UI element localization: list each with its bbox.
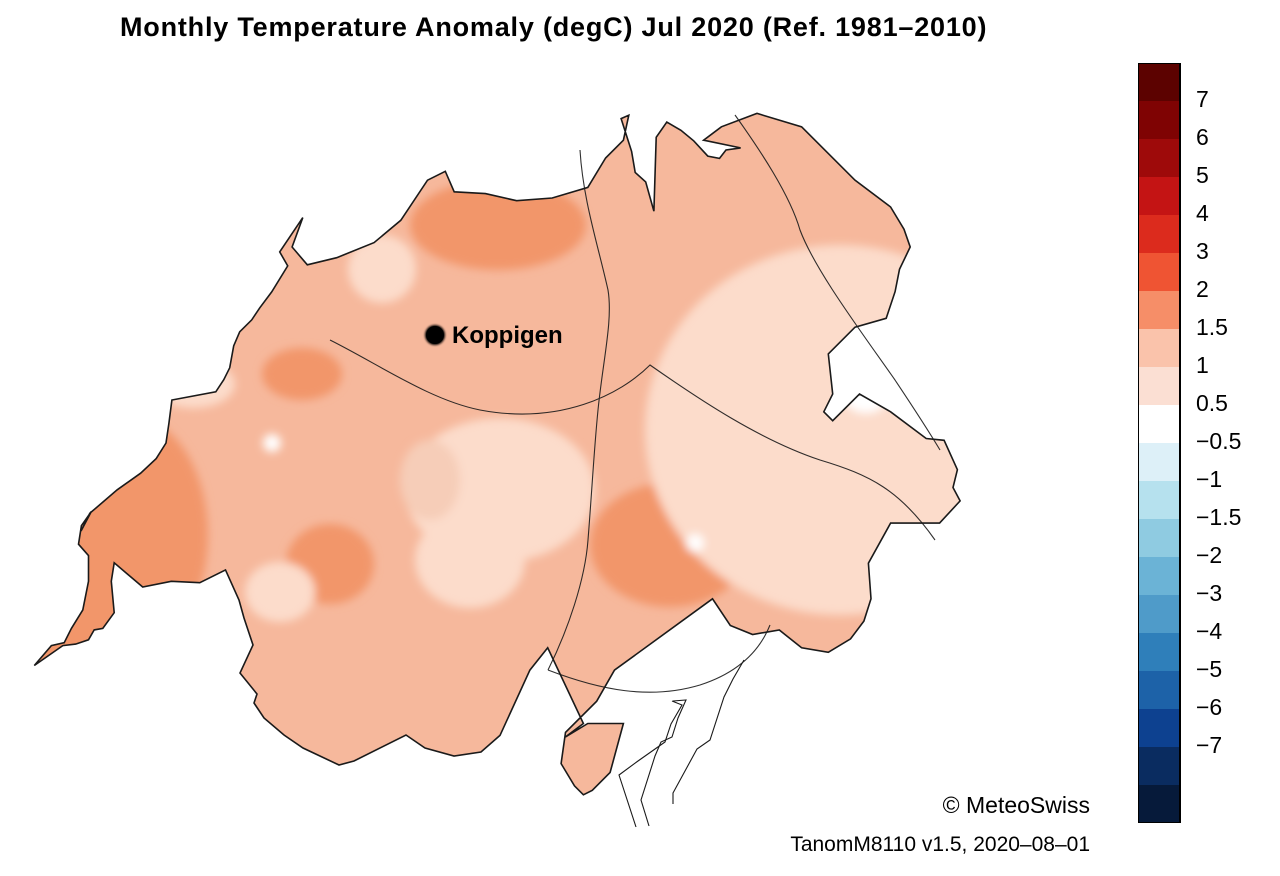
svg-text:6: 6: [1196, 124, 1209, 150]
svg-text:4: 4: [1196, 200, 1209, 226]
svg-text:5: 5: [1196, 162, 1209, 188]
svg-text:−2: −2: [1196, 542, 1222, 568]
svg-text:−6: −6: [1196, 694, 1222, 720]
svg-text:Koppigen: Koppigen: [452, 322, 563, 349]
svg-text:−0.5: −0.5: [1196, 428, 1241, 454]
svg-text:3: 3: [1196, 238, 1209, 264]
svg-text:−1: −1: [1196, 466, 1222, 492]
svg-text:−3: −3: [1196, 580, 1222, 606]
svg-text:−4: −4: [1196, 618, 1222, 644]
svg-text:−5: −5: [1196, 656, 1222, 682]
svg-text:−7: −7: [1196, 732, 1222, 758]
svg-text:0.5: 0.5: [1196, 390, 1228, 416]
svg-text:2: 2: [1196, 276, 1209, 302]
svg-text:−1.5: −1.5: [1196, 504, 1241, 530]
svg-text:1: 1: [1196, 352, 1209, 378]
svg-text:7: 7: [1196, 86, 1209, 112]
svg-text:1.5: 1.5: [1196, 314, 1228, 340]
